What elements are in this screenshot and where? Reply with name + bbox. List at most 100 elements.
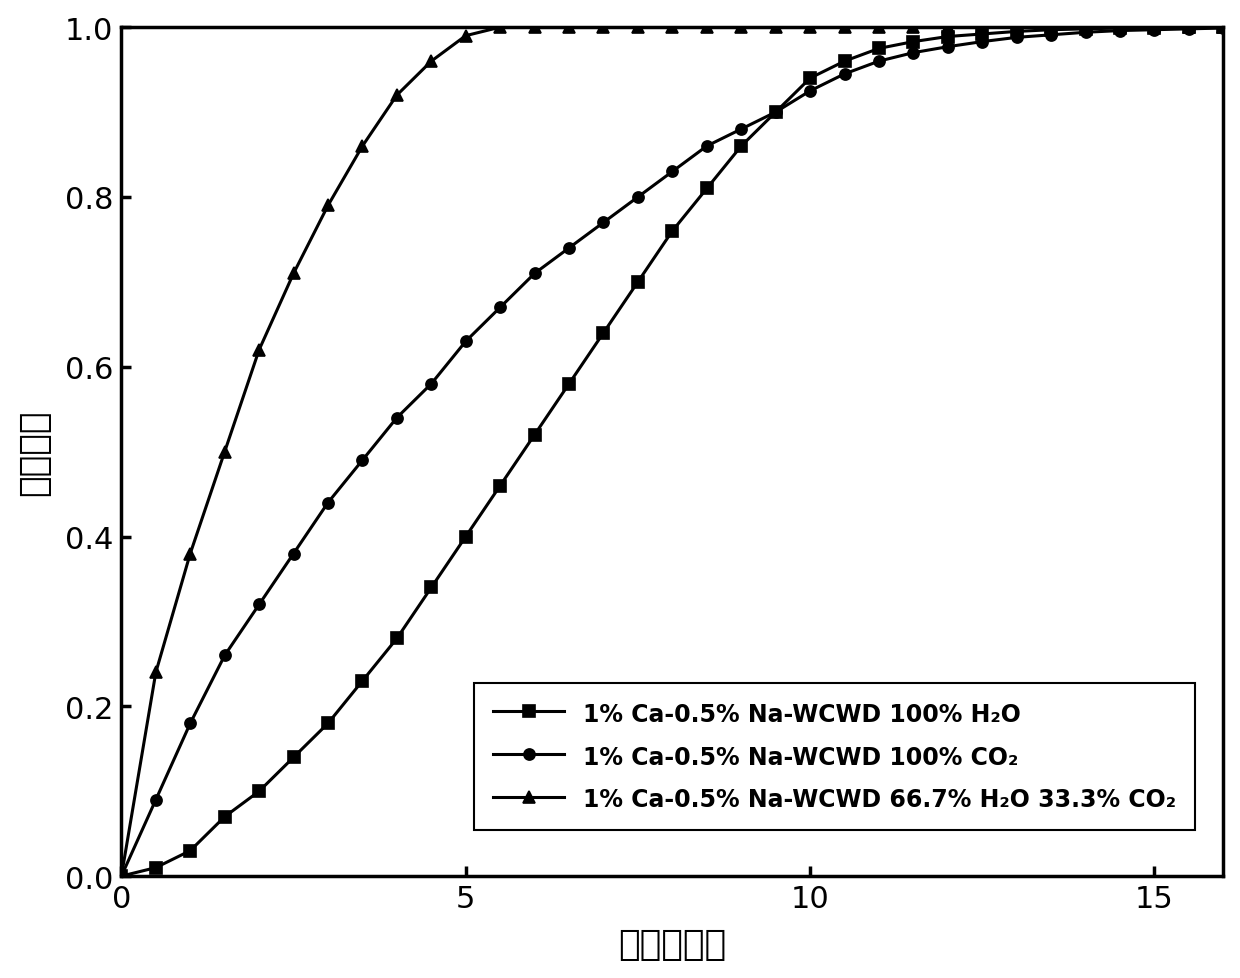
1% Ca-0.5% Na-WCWD 66.7% H₂O 33.3% CO₂ — [389, 90, 404, 102]
1% Ca-0.5% Na-WCWD 100% CO₂ — [665, 166, 680, 178]
1% Ca-0.5% Na-WCWD 100% H₂O — [492, 480, 507, 492]
1% Ca-0.5% Na-WCWD 100% H₂O — [321, 718, 336, 730]
1% Ca-0.5% Na-WCWD 66.7% H₂O 33.3% CO₂ — [1044, 22, 1059, 34]
1% Ca-0.5% Na-WCWD 100% H₂O — [355, 675, 370, 687]
1% Ca-0.5% Na-WCWD 100% CO₂ — [1009, 32, 1024, 44]
1% Ca-0.5% Na-WCWD 100% H₂O — [665, 226, 680, 238]
1% Ca-0.5% Na-WCWD 100% H₂O — [1044, 24, 1059, 36]
1% Ca-0.5% Na-WCWD 66.7% H₂O 33.3% CO₂ — [1216, 22, 1231, 34]
1% Ca-0.5% Na-WCWD 66.7% H₂O 33.3% CO₂ — [872, 22, 887, 34]
1% Ca-0.5% Na-WCWD 100% H₂O — [527, 429, 542, 441]
1% Ca-0.5% Na-WCWD 100% H₂O — [1112, 23, 1127, 35]
1% Ca-0.5% Na-WCWD 100% H₂O — [1147, 23, 1162, 35]
1% Ca-0.5% Na-WCWD 100% H₂O — [872, 43, 887, 55]
1% Ca-0.5% Na-WCWD 100% CO₂ — [802, 86, 817, 98]
1% Ca-0.5% Na-WCWD 100% CO₂ — [114, 870, 129, 882]
1% Ca-0.5% Na-WCWD 100% CO₂ — [630, 192, 645, 203]
1% Ca-0.5% Na-WCWD 100% CO₂ — [1147, 24, 1162, 36]
1% Ca-0.5% Na-WCWD 66.7% H₂O 33.3% CO₂ — [734, 22, 749, 34]
1% Ca-0.5% Na-WCWD 100% CO₂ — [769, 107, 784, 118]
1% Ca-0.5% Na-WCWD 100% H₂O — [769, 107, 784, 118]
1% Ca-0.5% Na-WCWD 100% H₂O — [424, 582, 439, 594]
1% Ca-0.5% Na-WCWD 100% CO₂ — [252, 599, 267, 610]
Line: 1% Ca-0.5% Na-WCWD 100% CO₂: 1% Ca-0.5% Na-WCWD 100% CO₂ — [115, 23, 1229, 882]
1% Ca-0.5% Na-WCWD 100% H₂O — [940, 31, 955, 43]
1% Ca-0.5% Na-WCWD 100% H₂O — [459, 531, 474, 543]
1% Ca-0.5% Na-WCWD 66.7% H₂O 33.3% CO₂ — [182, 548, 197, 559]
Legend: 1% Ca-0.5% Na-WCWD 100% H₂O, 1% Ca-0.5% Na-WCWD 100% CO₂, 1% Ca-0.5% Na-WCWD 66.: 1% Ca-0.5% Na-WCWD 100% H₂O, 1% Ca-0.5% … — [475, 683, 1195, 830]
Y-axis label: 碳转化率: 碳转化率 — [16, 409, 51, 496]
1% Ca-0.5% Na-WCWD 100% H₂O — [114, 870, 129, 882]
1% Ca-0.5% Na-WCWD 100% CO₂ — [872, 56, 887, 67]
1% Ca-0.5% Na-WCWD 100% H₂O — [389, 633, 404, 645]
1% Ca-0.5% Na-WCWD 100% H₂O — [975, 29, 990, 41]
1% Ca-0.5% Na-WCWD 100% H₂O — [286, 752, 301, 764]
X-axis label: 时间（分）: 时间（分） — [619, 927, 727, 961]
1% Ca-0.5% Na-WCWD 66.7% H₂O 33.3% CO₂ — [1078, 22, 1092, 34]
1% Ca-0.5% Na-WCWD 66.7% H₂O 33.3% CO₂ — [114, 870, 129, 882]
1% Ca-0.5% Na-WCWD 100% CO₂ — [940, 42, 955, 54]
1% Ca-0.5% Na-WCWD 66.7% H₂O 33.3% CO₂ — [252, 344, 267, 356]
1% Ca-0.5% Na-WCWD 100% CO₂ — [321, 497, 336, 509]
1% Ca-0.5% Na-WCWD 100% H₂O — [596, 328, 611, 339]
1% Ca-0.5% Na-WCWD 100% H₂O — [837, 56, 852, 67]
1% Ca-0.5% Na-WCWD 100% H₂O — [699, 184, 714, 196]
1% Ca-0.5% Na-WCWD 66.7% H₂O 33.3% CO₂ — [596, 22, 611, 34]
1% Ca-0.5% Na-WCWD 100% CO₂ — [906, 48, 921, 60]
1% Ca-0.5% Na-WCWD 66.7% H₂O 33.3% CO₂ — [149, 667, 164, 679]
1% Ca-0.5% Na-WCWD 100% H₂O — [630, 277, 645, 289]
1% Ca-0.5% Na-WCWD 66.7% H₂O 33.3% CO₂ — [906, 22, 921, 34]
1% Ca-0.5% Na-WCWD 100% H₂O — [1216, 22, 1231, 34]
1% Ca-0.5% Na-WCWD 66.7% H₂O 33.3% CO₂ — [424, 56, 439, 67]
1% Ca-0.5% Na-WCWD 66.7% H₂O 33.3% CO₂ — [321, 200, 336, 212]
1% Ca-0.5% Na-WCWD 66.7% H₂O 33.3% CO₂ — [630, 22, 645, 34]
1% Ca-0.5% Na-WCWD 100% H₂O — [217, 811, 232, 822]
1% Ca-0.5% Na-WCWD 100% H₂O — [906, 37, 921, 49]
1% Ca-0.5% Na-WCWD 100% CO₂ — [492, 302, 507, 314]
1% Ca-0.5% Na-WCWD 100% CO₂ — [424, 378, 439, 390]
1% Ca-0.5% Na-WCWD 100% CO₂ — [182, 718, 197, 730]
1% Ca-0.5% Na-WCWD 66.7% H₂O 33.3% CO₂ — [837, 22, 852, 34]
Line: 1% Ca-0.5% Na-WCWD 66.7% H₂O 33.3% CO₂: 1% Ca-0.5% Na-WCWD 66.7% H₂O 33.3% CO₂ — [115, 22, 1229, 882]
1% Ca-0.5% Na-WCWD 66.7% H₂O 33.3% CO₂ — [527, 22, 542, 34]
1% Ca-0.5% Na-WCWD 100% CO₂ — [286, 548, 301, 559]
1% Ca-0.5% Na-WCWD 100% CO₂ — [459, 336, 474, 348]
1% Ca-0.5% Na-WCWD 66.7% H₂O 33.3% CO₂ — [1009, 22, 1024, 34]
1% Ca-0.5% Na-WCWD 100% CO₂ — [734, 124, 749, 136]
1% Ca-0.5% Na-WCWD 100% CO₂ — [1078, 27, 1092, 39]
1% Ca-0.5% Na-WCWD 66.7% H₂O 33.3% CO₂ — [355, 141, 370, 153]
1% Ca-0.5% Na-WCWD 66.7% H₂O 33.3% CO₂ — [699, 22, 714, 34]
1% Ca-0.5% Na-WCWD 100% H₂O — [182, 845, 197, 857]
1% Ca-0.5% Na-WCWD 100% CO₂ — [355, 455, 370, 467]
1% Ca-0.5% Na-WCWD 100% H₂O — [252, 785, 267, 797]
1% Ca-0.5% Na-WCWD 100% CO₂ — [1112, 25, 1127, 37]
1% Ca-0.5% Na-WCWD 66.7% H₂O 33.3% CO₂ — [459, 30, 474, 42]
1% Ca-0.5% Na-WCWD 66.7% H₂O 33.3% CO₂ — [802, 22, 817, 34]
1% Ca-0.5% Na-WCWD 66.7% H₂O 33.3% CO₂ — [940, 22, 955, 34]
1% Ca-0.5% Na-WCWD 100% H₂O — [149, 862, 164, 873]
1% Ca-0.5% Na-WCWD 66.7% H₂O 33.3% CO₂ — [975, 22, 990, 34]
1% Ca-0.5% Na-WCWD 100% CO₂ — [596, 217, 611, 229]
1% Ca-0.5% Na-WCWD 100% H₂O — [734, 141, 749, 153]
1% Ca-0.5% Na-WCWD 100% H₂O — [802, 73, 817, 85]
1% Ca-0.5% Na-WCWD 100% CO₂ — [149, 794, 164, 806]
Line: 1% Ca-0.5% Na-WCWD 100% H₂O: 1% Ca-0.5% Na-WCWD 100% H₂O — [115, 22, 1229, 882]
1% Ca-0.5% Na-WCWD 66.7% H₂O 33.3% CO₂ — [562, 22, 577, 34]
1% Ca-0.5% Na-WCWD 100% CO₂ — [527, 268, 542, 280]
1% Ca-0.5% Na-WCWD 66.7% H₂O 33.3% CO₂ — [286, 268, 301, 280]
1% Ca-0.5% Na-WCWD 100% CO₂ — [1044, 30, 1059, 42]
1% Ca-0.5% Na-WCWD 66.7% H₂O 33.3% CO₂ — [1112, 22, 1127, 34]
1% Ca-0.5% Na-WCWD 100% CO₂ — [837, 68, 852, 80]
1% Ca-0.5% Na-WCWD 100% H₂O — [1009, 26, 1024, 38]
1% Ca-0.5% Na-WCWD 100% H₂O — [1078, 24, 1092, 36]
1% Ca-0.5% Na-WCWD 66.7% H₂O 33.3% CO₂ — [217, 446, 232, 458]
1% Ca-0.5% Na-WCWD 100% CO₂ — [217, 649, 232, 661]
1% Ca-0.5% Na-WCWD 66.7% H₂O 33.3% CO₂ — [769, 22, 784, 34]
1% Ca-0.5% Na-WCWD 100% CO₂ — [975, 37, 990, 49]
1% Ca-0.5% Na-WCWD 66.7% H₂O 33.3% CO₂ — [1147, 22, 1162, 34]
1% Ca-0.5% Na-WCWD 100% CO₂ — [389, 413, 404, 424]
1% Ca-0.5% Na-WCWD 100% CO₂ — [562, 243, 577, 254]
1% Ca-0.5% Na-WCWD 100% H₂O — [1182, 22, 1197, 34]
1% Ca-0.5% Na-WCWD 66.7% H₂O 33.3% CO₂ — [665, 22, 680, 34]
1% Ca-0.5% Na-WCWD 100% CO₂ — [1182, 24, 1197, 36]
